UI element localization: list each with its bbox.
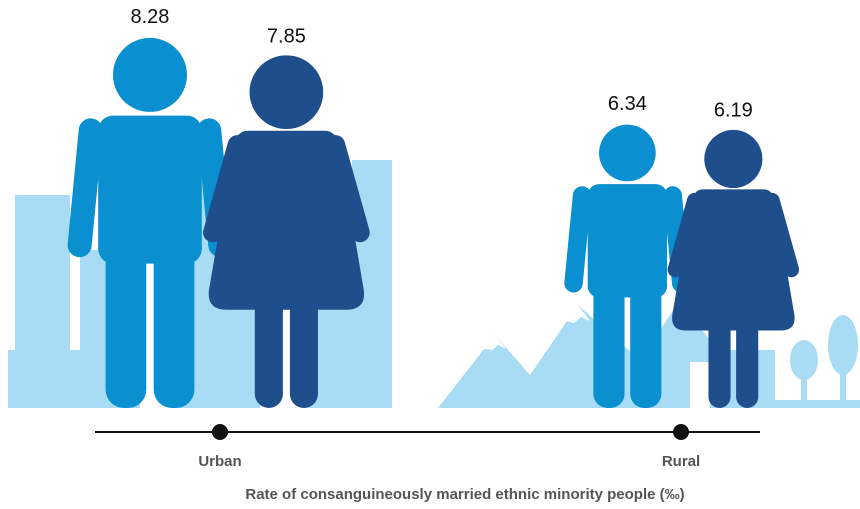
axis-dot: [212, 424, 228, 440]
head: [250, 55, 324, 129]
head: [113, 38, 187, 112]
chart: Rate of consanguineously married ethnic …: [0, 0, 860, 509]
leg: [736, 319, 758, 408]
axis-dot: [673, 424, 689, 440]
chart-title: Rate of consanguineously married ethnic …: [245, 486, 684, 503]
leg: [255, 296, 283, 408]
value-label: 6.34: [608, 93, 647, 115]
arm: [80, 130, 91, 245]
category-label: Rural: [662, 453, 700, 470]
torso: [98, 116, 202, 264]
leg: [154, 241, 195, 408]
arm: [574, 195, 583, 283]
leg: [290, 296, 318, 408]
leg: [106, 241, 147, 408]
torso: [588, 184, 667, 297]
leg: [630, 280, 661, 408]
value-label: 7.85: [267, 25, 306, 47]
leg: [708, 319, 730, 408]
value-label: 6.19: [714, 100, 753, 122]
value-label: 8.28: [131, 6, 170, 28]
leg: [593, 280, 624, 408]
head: [599, 125, 656, 182]
head: [704, 130, 762, 188]
category-label: Urban: [198, 453, 241, 470]
